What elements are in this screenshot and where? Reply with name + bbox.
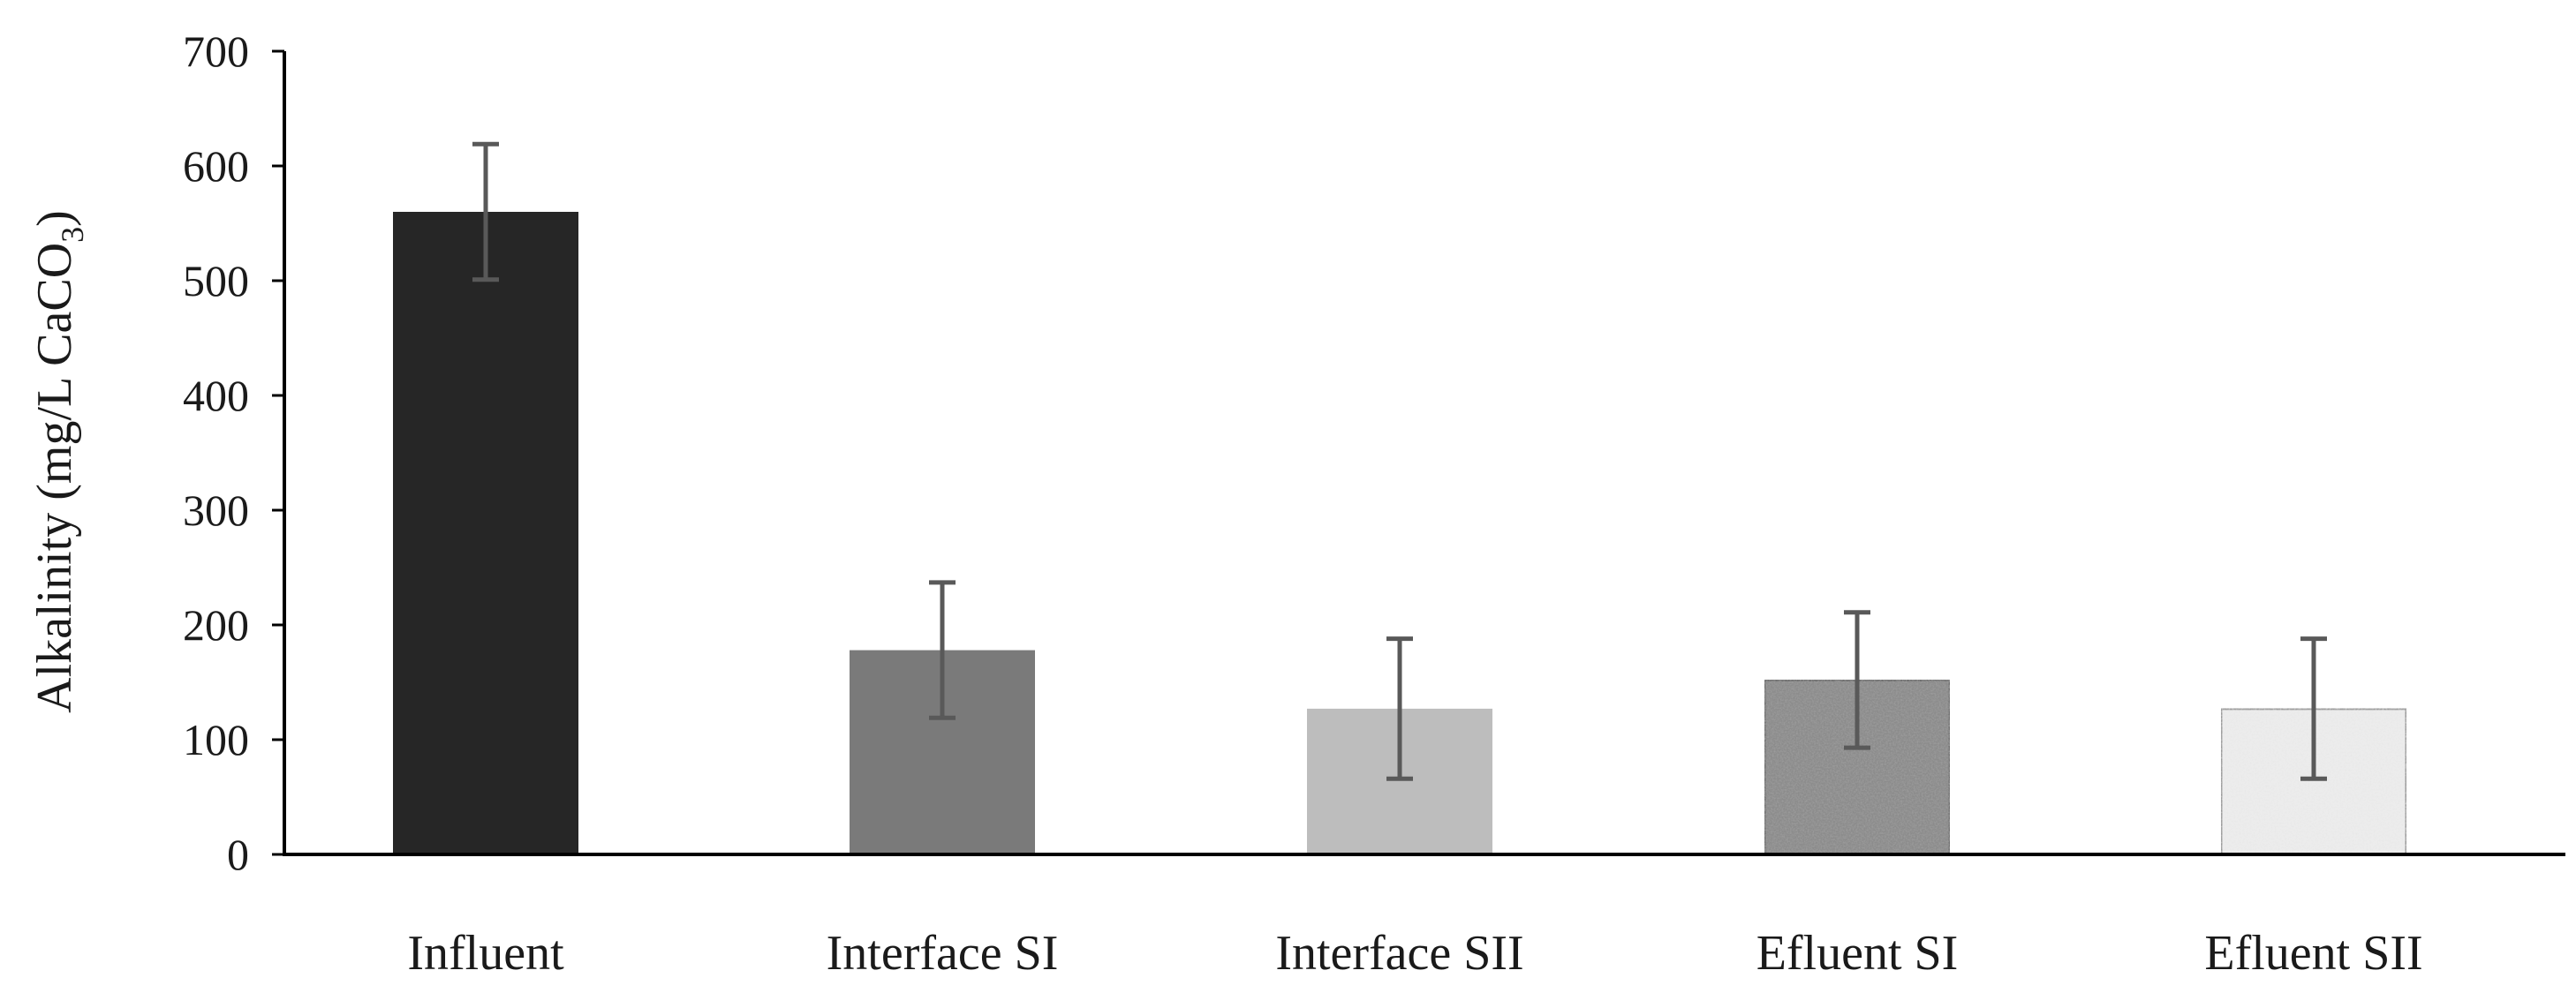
error-bars-group [472, 141, 2327, 781]
y-tick-label: 100 [183, 715, 249, 764]
y-tick-label: 400 [183, 371, 249, 420]
y-tick-label: 200 [183, 600, 249, 650]
y-tick-label: 300 [183, 485, 249, 535]
y-tick-label: 0 [227, 830, 249, 879]
x-axis-category-labels: Influent Interface SI Interface SII Efluent… [407, 926, 2422, 981]
category-label-interface-si: Interface SI [827, 926, 1059, 981]
y-tick-label: 500 [183, 256, 249, 305]
y-axis-title: Alkalinity (mg/L CaCO3) [27, 210, 90, 713]
category-label-influent: Influent [407, 926, 564, 981]
category-label-interface-sii: Interface SII [1275, 926, 1523, 981]
y-tick-label: 700 [183, 26, 249, 76]
y-axis-title-subscript: 3 [55, 227, 90, 243]
y-axis-title-main: Alkalinity (mg/L CaCO [27, 243, 82, 713]
bar-influent [393, 212, 578, 854]
y-axis-title-close: ) [27, 210, 82, 227]
category-label-efluent-sii: Efluent SII [2204, 926, 2422, 981]
bars-group [393, 212, 2408, 856]
y-tick-label: 600 [183, 141, 249, 191]
category-label-efluent-si: Efluent SI [1756, 926, 1959, 981]
y-axis-ticks: 0 100 200 300 400 500 600 700 [183, 26, 284, 879]
